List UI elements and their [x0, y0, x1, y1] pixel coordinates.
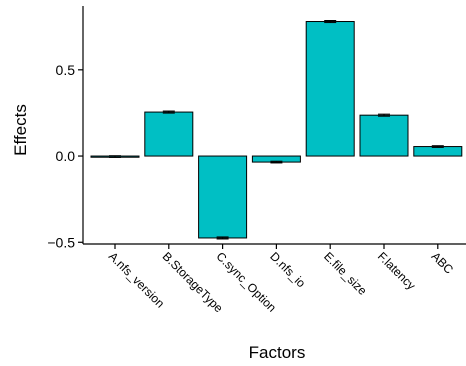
error-bar-A.nfs_version — [109, 155, 121, 158]
error-bar-C.sync_Option — [216, 236, 229, 240]
y-tick-label-0.5: 0.5 — [56, 62, 76, 78]
error-bars-layer — [109, 19, 444, 240]
error-bar-D.nfs_io — [270, 160, 283, 164]
error-bar-ABC — [431, 145, 444, 148]
error-bar-E.file_size — [324, 19, 337, 24]
y-tick-label-−0.5: −0.5 — [47, 234, 75, 250]
x-tick-label-ABC: ABC — [429, 249, 457, 277]
y-tick-label-0.0: 0.0 — [56, 148, 76, 164]
error-bar-B.StorageType — [162, 110, 175, 114]
y-axis-ticks: −0.5 0.0 0.5 — [47, 62, 83, 250]
x-tick-label-E.file_size: E.file_size — [321, 249, 370, 298]
x-tick-label-D.nfs_io: D.nfs_io — [267, 249, 308, 290]
x-axis-title: Factors — [249, 343, 306, 362]
error-bar-F.latency — [378, 113, 390, 117]
bar-ABC — [413, 146, 463, 157]
bar-C.sync_Option — [198, 155, 248, 239]
x-tick-label-A.nfs_version: A.nfs_version — [106, 249, 167, 310]
bar-B.StorageType — [144, 111, 194, 157]
y-axis-title: Effects — [11, 104, 30, 156]
x-axis-ticks: A.nfs_versionB.StorageTypeC.sync_OptionD… — [106, 244, 456, 315]
bar-E.file_size — [305, 21, 355, 157]
x-tick-label-F.latency: F.latency — [375, 249, 418, 292]
bar-F.latency — [359, 114, 409, 157]
bars-layer — [90, 21, 463, 239]
